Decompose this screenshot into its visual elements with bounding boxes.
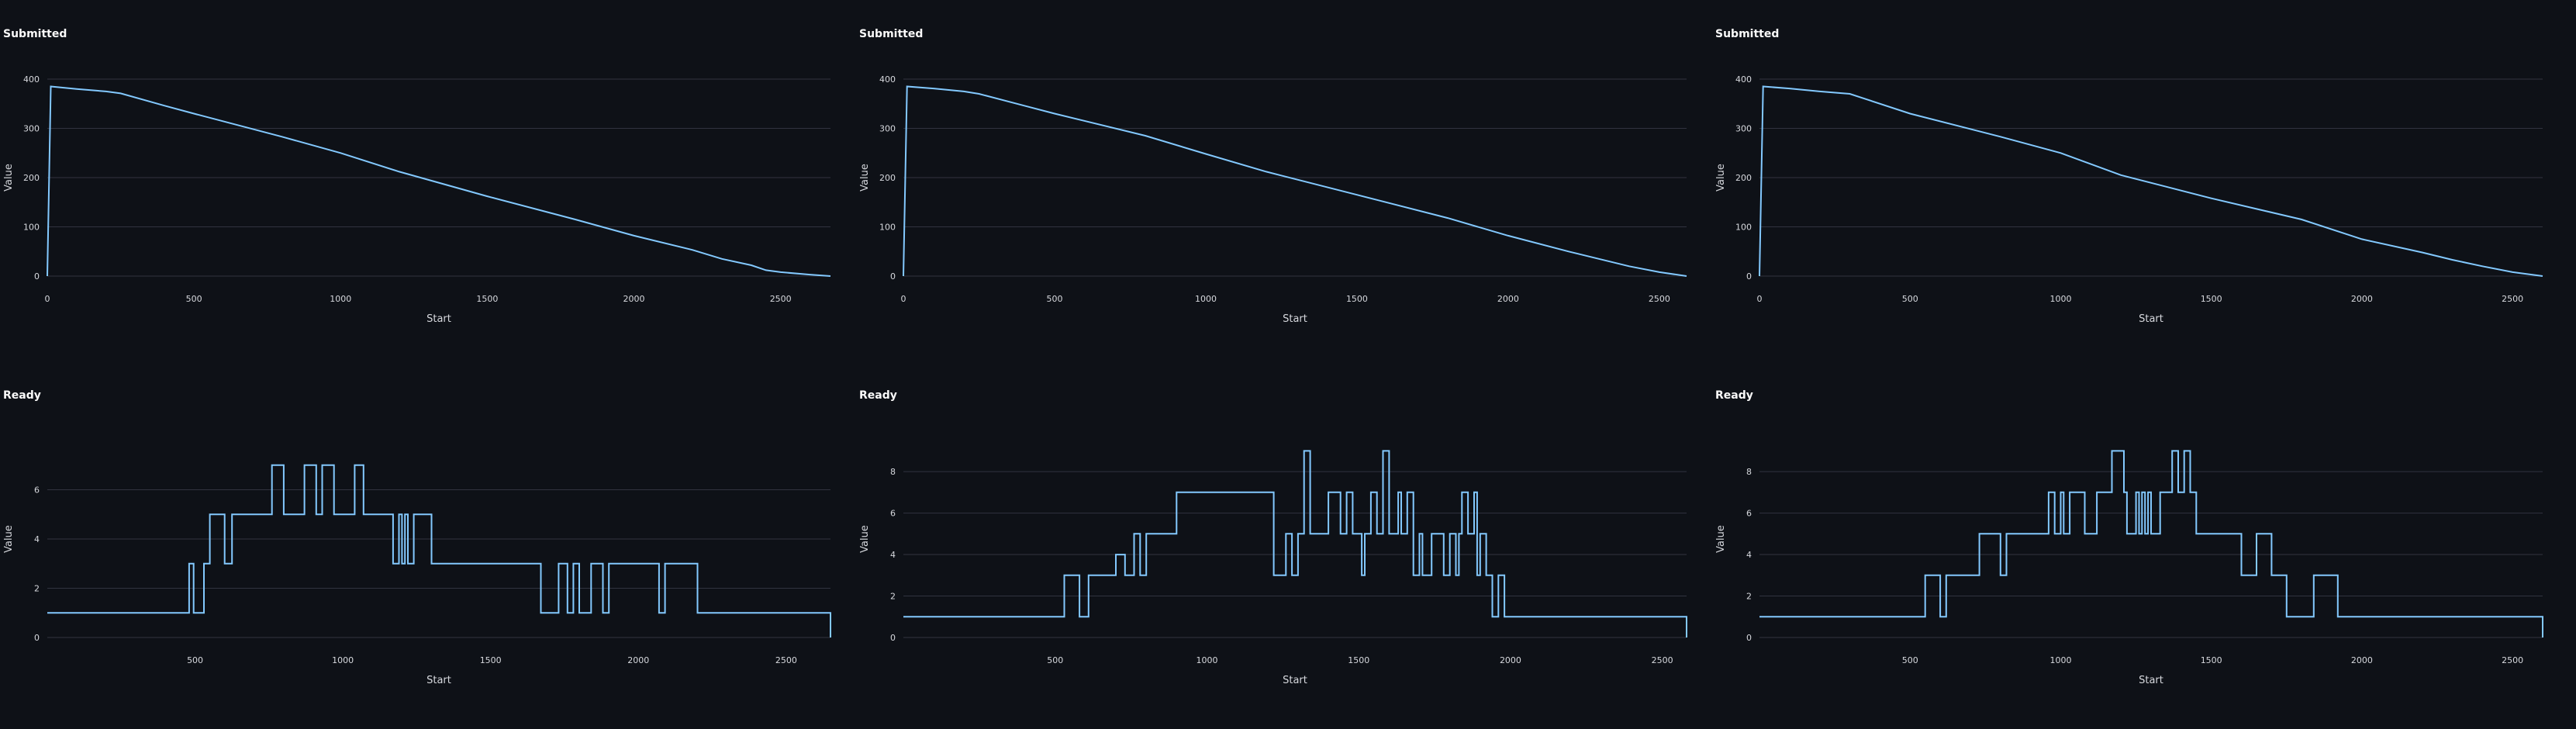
series-line	[903, 85, 1687, 277]
y-tick-label: 200	[23, 173, 40, 183]
x-axis-title: Start	[1283, 675, 1307, 686]
chart-title: Ready	[3, 389, 41, 402]
x-axis-title: Start	[426, 675, 451, 686]
x-tick-label: 2500	[770, 294, 792, 304]
x-tick-label: 500	[1902, 294, 1918, 304]
y-tick-label: 0	[1746, 271, 1752, 282]
y-tick-label: 6	[890, 509, 896, 519]
x-tick-label: 2000	[2351, 294, 2373, 304]
series-line	[47, 464, 831, 637]
x-tick-label: 2500	[1652, 655, 1673, 665]
x-tick-label: 2500	[2502, 294, 2523, 304]
y-tick-label: 8	[890, 467, 896, 477]
y-axis-title: Value	[3, 164, 15, 192]
x-axis-title: Start	[2139, 313, 2163, 325]
x-tick-label: 2000	[627, 655, 649, 665]
chart-title: Submitted	[859, 28, 924, 40]
x-tick-label: 2000	[623, 294, 645, 304]
y-tick-label: 2	[34, 584, 40, 594]
chart-panel-submitted-3: Submitted 0 100 200 300 400 0 500 1000 1500 2000 2…	[1712, 28, 2557, 338]
chart-svg: 0 2 4 6 8 500 1000 1500 2000 2500 Start Value	[859, 450, 1687, 686]
y-tick-label: 300	[23, 124, 40, 134]
x-axis-title: Start	[426, 313, 451, 325]
x-tick-label: 1000	[1195, 294, 1217, 304]
y-tick-label: 6	[1746, 509, 1752, 519]
y-axis-title: Value	[1715, 525, 1727, 553]
x-tick-label: 0	[45, 294, 50, 304]
chart-svg: 0 100 200 300 400 0 500 1000 1500 2000 2500 Start Va…	[1715, 74, 2543, 325]
x-tick-label: 1000	[2049, 294, 2071, 304]
y-tick-label: 300	[879, 124, 896, 134]
x-tick-label: 1000	[2049, 655, 2071, 665]
chart-svg: 0 100 200 300 400 0 500 1000 1500 2000 2500 Start Va…	[859, 74, 1687, 325]
x-tick-label: 1500	[2201, 655, 2222, 665]
y-tick-label: 0	[34, 633, 40, 643]
y-tick-label: 0	[890, 633, 896, 643]
chart-svg: 0 2 4 6 500 1000 1500 2000 2500 Start Value	[3, 464, 831, 686]
y-tick-label: 4	[890, 550, 896, 560]
x-tick-label: 2000	[2351, 655, 2373, 665]
x-tick-label: 1500	[476, 294, 498, 304]
x-tick-label: 2500	[1649, 294, 1670, 304]
chart-title: Submitted	[1715, 28, 1780, 40]
x-tick-label: 1500	[2201, 294, 2222, 304]
chart-panel-ready-3: Ready 0 2 4 6 8 500 1000 1500 2000 2500 Start Value	[1712, 389, 2557, 700]
y-tick-label: 2	[890, 592, 896, 602]
x-tick-label: 500	[1046, 294, 1062, 304]
y-tick-label: 8	[1746, 467, 1752, 477]
x-tick-label: 500	[187, 655, 203, 665]
series-line	[1759, 450, 2543, 637]
chart-panel-submitted-1: Submitted 0 100 200 300 400 0 500 1000 1500 2000 2…	[0, 28, 845, 338]
x-tick-label: 1500	[1346, 294, 1368, 304]
chart-title: Ready	[1715, 389, 1753, 402]
x-tick-label: 1500	[1348, 655, 1369, 665]
x-tick-label: 2500	[2502, 655, 2523, 665]
x-tick-label: 2000	[1497, 294, 1519, 304]
chart-title: Ready	[859, 389, 897, 402]
y-axis-title: Value	[859, 164, 871, 192]
y-tick-label: 200	[1735, 173, 1752, 183]
y-axis-title: Value	[3, 525, 15, 553]
y-tick-label: 100	[879, 223, 896, 233]
x-tick-label: 500	[186, 294, 202, 304]
y-tick-label: 400	[1735, 74, 1752, 85]
x-tick-label: 2500	[775, 655, 797, 665]
x-axis-title: Start	[1283, 313, 1307, 325]
y-tick-label: 400	[23, 74, 40, 85]
y-tick-label: 200	[879, 173, 896, 183]
y-axis-title: Value	[1715, 164, 1727, 192]
x-tick-label: 2000	[1500, 655, 1521, 665]
series-line	[903, 450, 1687, 637]
chart-panel-ready-1: Ready 0 2 4 6 500 1000 1500 2000 2500 Start Value	[0, 389, 845, 700]
series-line	[47, 85, 831, 277]
x-tick-label: 0	[1757, 294, 1763, 304]
chart-panel-submitted-2: Submitted 0 100 200 300 400 0 500 1000 1500 2000 2…	[856, 28, 1701, 338]
x-tick-label: 0	[901, 294, 906, 304]
y-tick-label: 6	[34, 485, 40, 496]
x-tick-label: 500	[1047, 655, 1063, 665]
x-tick-label: 1000	[332, 655, 354, 665]
chart-panel-ready-2: Ready 0 2 4 6 8 500 1000 1500 2000 2500 Start Value	[856, 389, 1701, 700]
chart-title: Submitted	[3, 28, 67, 40]
y-tick-label: 100	[23, 223, 40, 233]
y-tick-label: 0	[34, 271, 40, 282]
y-tick-label: 300	[1735, 124, 1752, 134]
x-axis-title: Start	[2139, 675, 2163, 686]
x-tick-label: 1000	[330, 294, 351, 304]
y-tick-label: 100	[1735, 223, 1752, 233]
y-tick-label: 0	[1746, 633, 1752, 643]
y-tick-label: 4	[34, 534, 40, 544]
chart-svg: 0 2 4 6 8 500 1000 1500 2000 2500 Start Value	[1715, 450, 2543, 686]
x-tick-label: 1500	[480, 655, 502, 665]
x-tick-label: 1000	[1196, 655, 1217, 665]
y-axis-title: Value	[859, 525, 871, 553]
y-tick-label: 0	[890, 271, 896, 282]
y-tick-label: 2	[1746, 592, 1752, 602]
chart-svg: 0 100 200 300 400 0 500 1000 1500 2000 2500 Start Va…	[3, 74, 831, 325]
series-line	[1759, 85, 2543, 277]
y-tick-label: 4	[1746, 550, 1752, 560]
y-tick-label: 400	[879, 74, 896, 85]
x-tick-label: 500	[1902, 655, 1918, 665]
